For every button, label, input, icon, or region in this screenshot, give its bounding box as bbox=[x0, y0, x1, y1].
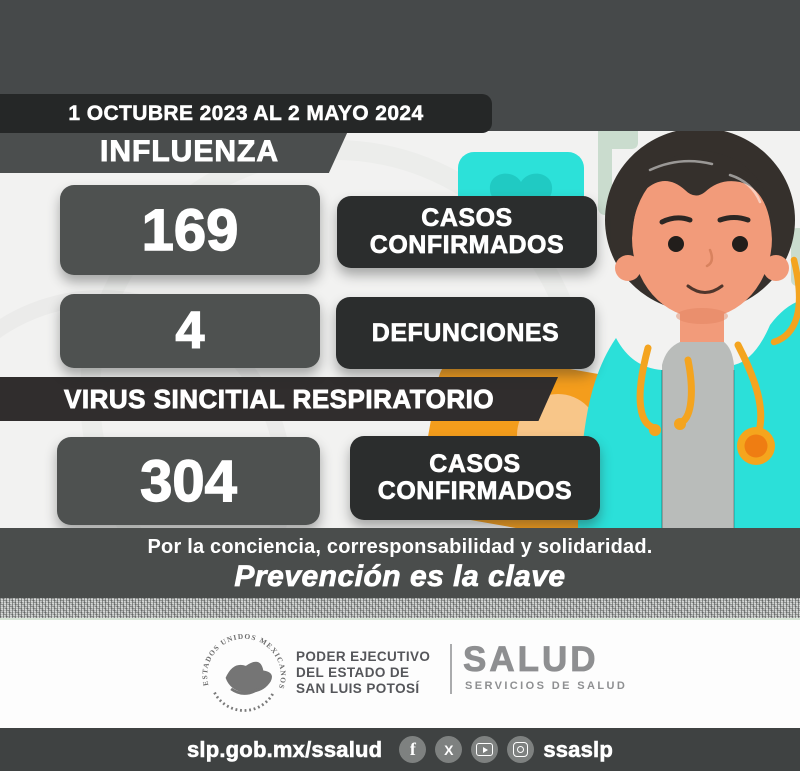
message-line1: Por la conciencia, corresponsabilidad y … bbox=[147, 536, 653, 558]
facebook-icon: f bbox=[399, 736, 427, 763]
stat-label-vsr-cases: CASOS CONFIRMADOS bbox=[350, 436, 600, 520]
date-range-badge: 1 OCTUBRE 2023 AL 2 MAYO 2024 bbox=[0, 94, 492, 133]
gov-line: PODER EJECUTIVO bbox=[296, 649, 431, 664]
section-title-vsr: VIRUS SINCITIAL RESPIRATORIO bbox=[0, 377, 558, 421]
message-line2: Prevención es la clave bbox=[234, 560, 566, 594]
salud-logo-subtitle: SERVICIOS DE SALUD bbox=[465, 680, 628, 692]
texture-strip bbox=[0, 598, 800, 620]
gov-line: DEL ESTADO DE bbox=[296, 665, 410, 680]
message-band: Por la conciencia, corresponsabilidad y … bbox=[0, 528, 800, 598]
website-url: slp.gob.mx/ssalud bbox=[186, 736, 383, 762]
doctor-illustration bbox=[578, 128, 800, 530]
green-backdrop-shape bbox=[598, 131, 612, 215]
social-handle: ssaslp bbox=[543, 736, 614, 762]
green-backdrop-shape bbox=[791, 228, 800, 286]
stat-value-influenza-cases: 169 bbox=[60, 185, 320, 275]
stat-value-vsr-cases: 304 bbox=[57, 437, 320, 525]
mexico-coat-of-arms: ESTADOS UNIDOS MEXICANOS bbox=[200, 632, 287, 712]
section-title-influenza: INFLUENZA bbox=[0, 131, 348, 173]
youtube-icon bbox=[471, 736, 499, 763]
gov-line: SAN LUIS POTOSÍ bbox=[296, 681, 420, 696]
stat-value-influenza-deaths: 4 bbox=[60, 294, 320, 368]
bottom-bar: slp.gob.mx/ssalud f X ssaslp bbox=[0, 728, 800, 771]
instagram-icon bbox=[507, 736, 535, 763]
stat-label-influenza-cases: CASOS CONFIRMADOS bbox=[337, 196, 597, 268]
salud-logo: SALUD bbox=[463, 640, 599, 680]
footer: ESTADOS UNIDOS MEXICANOS PODER EJECUTIVO… bbox=[0, 620, 800, 728]
stat-label-influenza-deaths: DEFUNCIONES bbox=[336, 297, 595, 369]
gov-text-block: PODER EJECUTIVO DEL ESTADO DE SAN LUIS P… bbox=[296, 649, 430, 697]
footer-divider bbox=[450, 644, 452, 694]
x-icon: X bbox=[435, 736, 463, 763]
